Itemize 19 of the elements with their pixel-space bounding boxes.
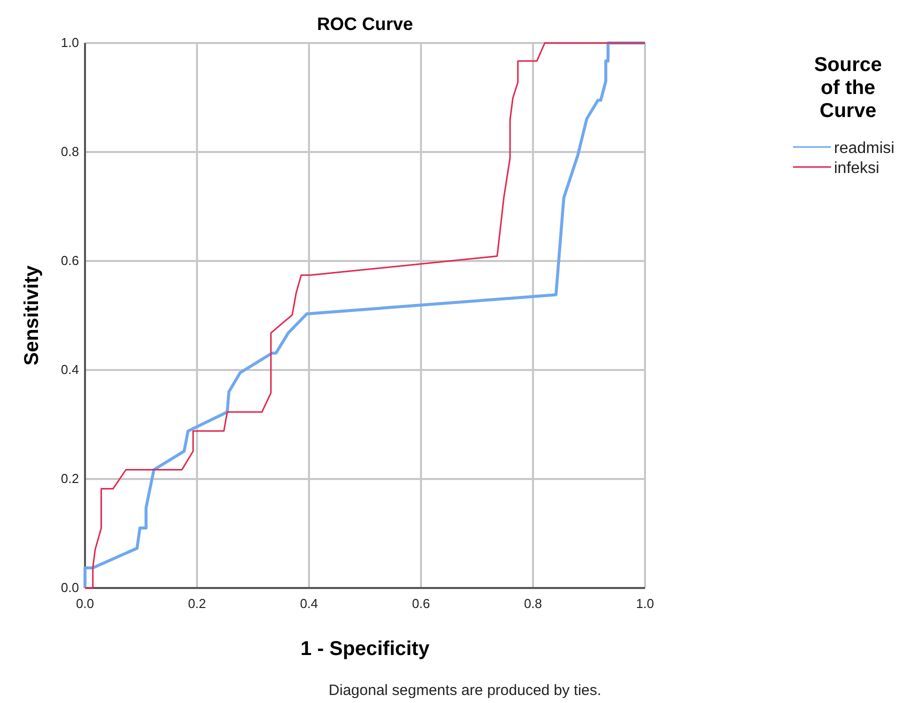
y-tick-label: 0.6 (60, 253, 79, 268)
x-tick-label: 0.0 (76, 596, 94, 611)
y-axis-title: Sensitivity (21, 264, 43, 366)
y-tick-label: 1.0 (60, 35, 79, 50)
x-axis-title: 1 - Specificity (300, 638, 430, 660)
legend-title: Source of the Curve (814, 54, 882, 122)
chart-title: ROC Curve (316, 14, 414, 34)
x-tick-label: 0.8 (524, 596, 542, 611)
x-tick-label: 1.0 (636, 596, 654, 611)
y-tick-label: 0.2 (60, 471, 79, 486)
y-tick-label: 0.0 (60, 580, 79, 595)
x-tick-label: 0.2 (188, 596, 206, 611)
legend-label: readmisi (834, 140, 894, 157)
x-tick-label: 0.6 (412, 596, 430, 611)
text: Diagonal segments are produced by ties. (328, 682, 602, 699)
legend-label: infeksi (834, 160, 880, 177)
y-tick-label: 0.4 (60, 362, 79, 377)
y-tick-label: 0.8 (60, 144, 79, 159)
x-tick-label: 0.4 (300, 596, 318, 611)
